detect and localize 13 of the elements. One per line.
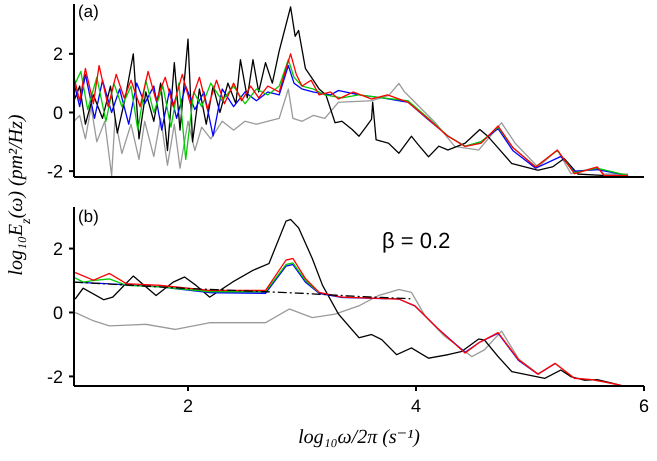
- x-tick-label: 4: [410, 396, 422, 416]
- y-tick-label: 0: [52, 302, 63, 323]
- y-tick-label: 2: [52, 238, 63, 259]
- annotation: (b): [78, 207, 99, 227]
- y-tick-label: -2: [46, 162, 63, 182]
- x-tick-label: 2: [182, 396, 194, 416]
- annotation: (a): [78, 2, 99, 22]
- y-tick-label: -2: [46, 366, 63, 387]
- x-axis-title: log₁₀ω/2π (s⁻¹): [297, 425, 421, 449]
- y-tick-label: 0: [52, 102, 63, 123]
- y-tick-label: 2: [52, 44, 63, 64]
- x-tick-label: 6: [638, 396, 650, 416]
- annotation: β = 0.2: [382, 228, 450, 254]
